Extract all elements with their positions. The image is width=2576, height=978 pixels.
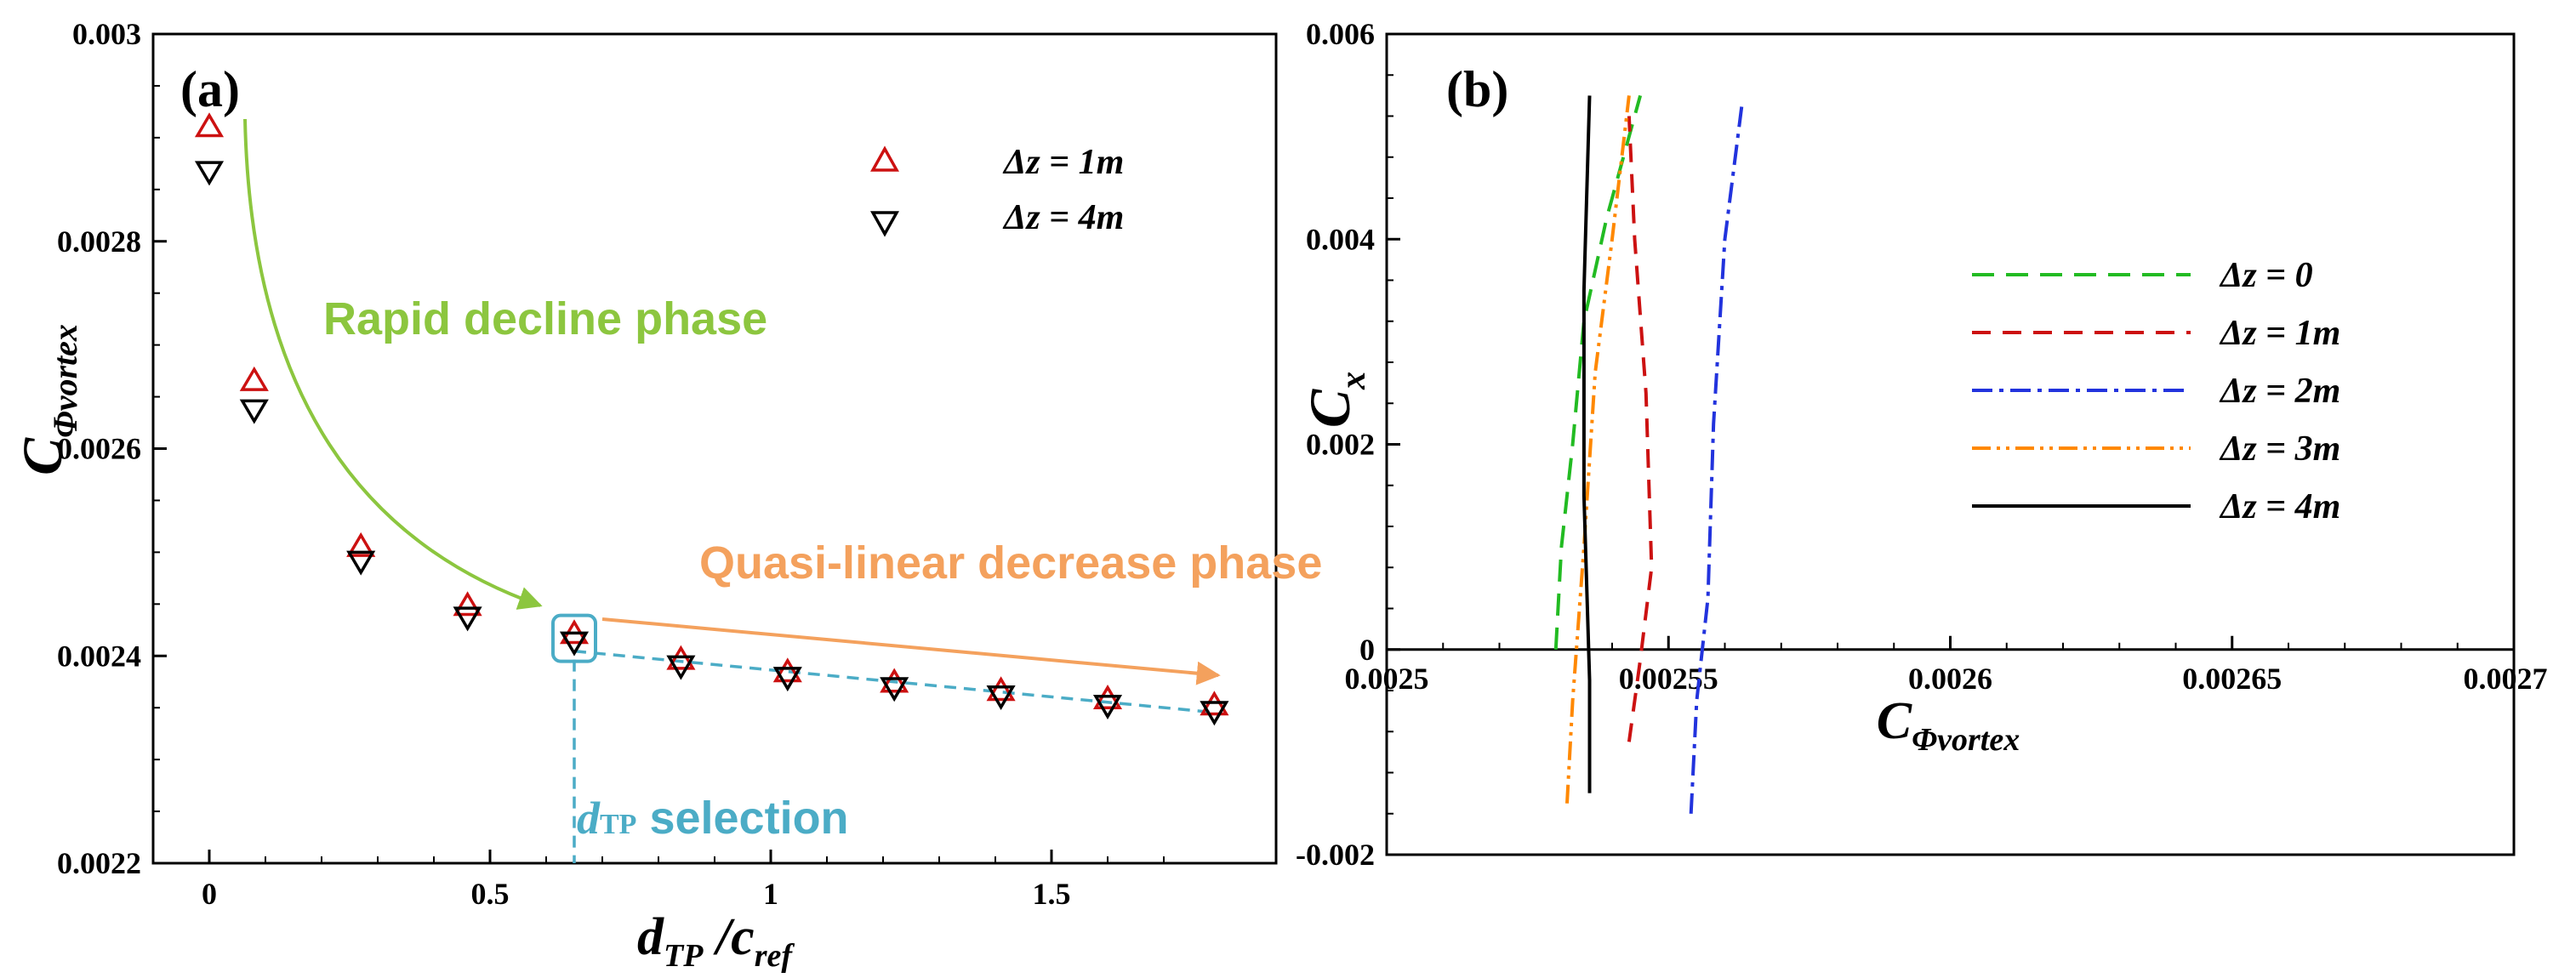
a-ytick-label: 0.003: [72, 17, 141, 51]
point-dz-4m: [880, 677, 909, 702]
series-line-3: [1565, 95, 1631, 804]
quasi-linear-arrow: [601, 617, 1221, 685]
point-dz-4m: [986, 685, 1016, 711]
b-ytick-label: 0.004: [1306, 222, 1375, 256]
panel-b-lines: [1553, 94, 1744, 814]
point-dz-1m: [986, 676, 1016, 702]
point-dz-1m: [194, 112, 225, 138]
point-dz-4m: [1200, 701, 1229, 726]
point-dz-4m: [1092, 694, 1123, 719]
series-line-2: [1689, 105, 1744, 814]
b-ytick-label: 0.002: [1306, 428, 1375, 462]
legend-label-1m: Δz = 1m: [1002, 143, 1124, 182]
legend-label-4m: Δz = 4m: [1002, 198, 1124, 237]
a-ytick-label: 0.0022: [57, 846, 141, 880]
trend-dashed-line: [573, 649, 1215, 714]
panel-a-xlabel: dTP /cref: [637, 908, 795, 974]
panel-a-ticks: 0 0.5 1 1.5 0.0022 0.0024 0.0026 0.0028 0.003: [57, 17, 1165, 911]
legend-label-2: Δz = 2m: [2219, 372, 2340, 411]
quasi-linear-label: Quasi-linear decrease phase: [699, 537, 1322, 589]
dtp-selection-label: dTP selection: [577, 793, 849, 844]
selection-box: [551, 613, 597, 663]
b-ytick-label: 0.006: [1306, 17, 1375, 51]
point-dz-1m: [772, 657, 802, 683]
point-dz-1m: [880, 668, 909, 693]
panel-b-ylabel: Cx: [1297, 372, 1373, 428]
point-dz-4m: [453, 606, 482, 632]
series-line-1: [1627, 116, 1654, 742]
a-ytick-label: 0.0026: [57, 432, 141, 466]
point-dz-4m: [239, 399, 269, 424]
panel-b-legend: Δz = 0 Δz = 1m Δz = 2m Δz = 3m Δz = 4m: [1972, 256, 2340, 526]
panel-a-legend: Δz = 1m Δz = 4m: [870, 143, 1124, 237]
panel-b: 0.0025 0.00255 0.0026 0.00265 0.0027-0.00200…: [1296, 17, 2548, 872]
panel-b-xlabel: CΦvortex: [1877, 692, 2020, 758]
rapid-decline-arrow: [243, 118, 543, 610]
panel-a-ylabel: CΦvortex: [12, 324, 84, 475]
legend-label-0: Δz = 0: [2219, 256, 2313, 295]
a-ytick-label: 0.0028: [57, 225, 141, 259]
b-xtick-label: 0.00255: [1619, 662, 1718, 696]
panel-b-label: (b): [1446, 61, 1508, 117]
point-dz-4m: [194, 161, 225, 186]
legend-label-3: Δz = 3m: [2219, 429, 2340, 469]
point-dz-1m: [239, 366, 269, 391]
b-xtick-label: 0.0027: [2464, 662, 2548, 696]
point-dz-1m: [346, 532, 376, 557]
rapid-decline-label: Rapid decline phase: [323, 293, 767, 344]
panel-a-points: [194, 112, 1229, 726]
a-xtick-label: 0: [202, 877, 217, 911]
b-ytick-label: 0: [1359, 633, 1375, 667]
panel-a-label: (a): [180, 61, 240, 117]
point-dz-4m: [666, 655, 696, 680]
b-xtick-label: 0.00265: [2182, 662, 2282, 696]
point-dz-4m: [346, 550, 376, 576]
legend-label-4: Δz = 4m: [2219, 487, 2340, 526]
series-line-0: [1553, 94, 1643, 650]
point-dz-4m: [772, 667, 802, 692]
legend-label-1: Δz = 1m: [2219, 314, 2340, 353]
legend-marker-up: [870, 145, 899, 172]
point-dz-4m: [559, 631, 590, 657]
series-line-4: [1582, 95, 1592, 793]
b-xtick-label: 0.0026: [1908, 662, 1992, 696]
point-dz-1m: [453, 591, 482, 617]
panel-a: 0 0.5 1 1.5 0.0022 0.0024 0.0026 0.0028 0.003 (a…: [12, 17, 1322, 974]
a-ytick-label: 0.0024: [57, 639, 141, 673]
a-xtick-label: 1.5: [1033, 877, 1071, 911]
a-xtick-label: 1: [763, 877, 778, 911]
b-ytick-label: -0.002: [1296, 838, 1375, 872]
panel-b-ticks: 0.0025 0.00255 0.0026 0.00265 0.0027-0.00200…: [1296, 17, 2548, 872]
legend-marker-down: [870, 211, 899, 237]
a-xtick-label: 0.5: [471, 877, 510, 911]
